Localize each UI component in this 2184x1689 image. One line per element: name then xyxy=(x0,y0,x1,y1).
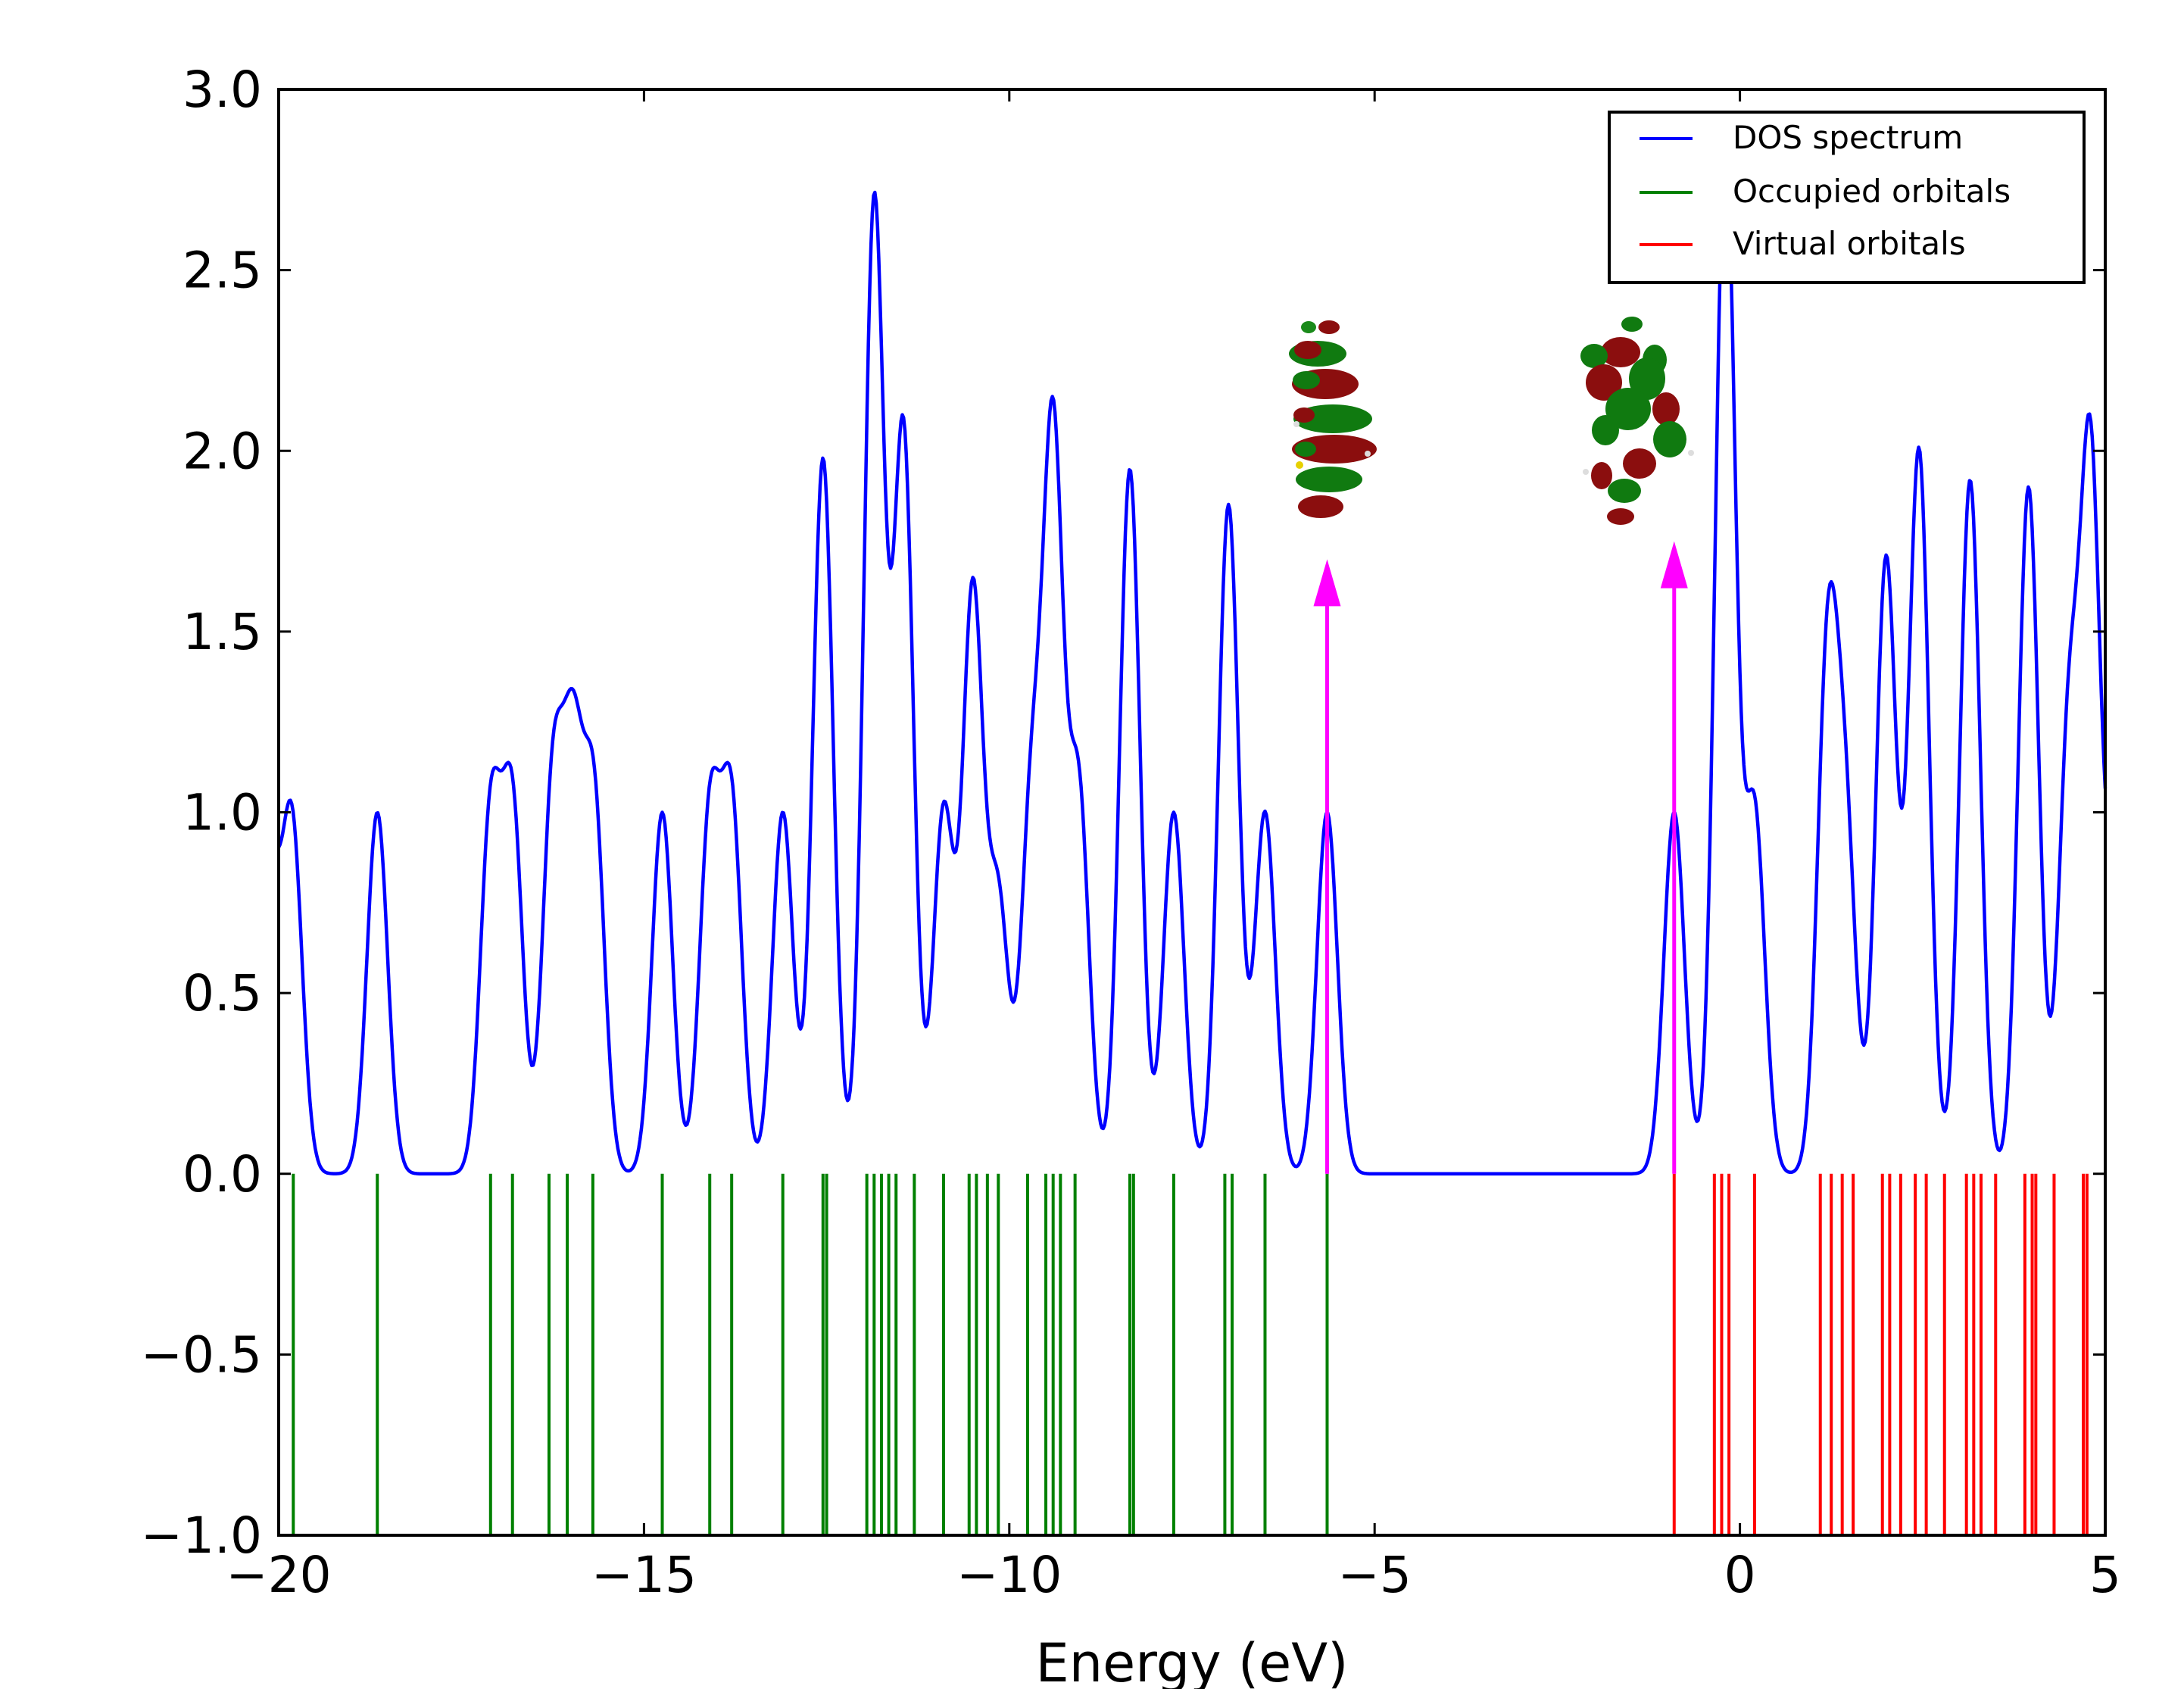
axes-layer: −20 −15 −10 −5 0 5 −1.0 −0.5 0.0 0.5 1.0 1.5 2.0 2.5 3… xyxy=(141,61,2121,1604)
y-tick-label: 2.0 xyxy=(183,422,262,480)
legend-label-dos: DOS spectrum xyxy=(1733,119,1963,156)
legend-label-virtual: Virtual orbitals xyxy=(1733,225,1966,262)
dos-layer xyxy=(276,136,2108,1176)
y-tick-label: −1.0 xyxy=(141,1506,262,1565)
arrow-layer xyxy=(1313,541,1688,1174)
legend: DOS spectrum Occupied orbitals Virtual o… xyxy=(1608,111,2086,284)
legend-box xyxy=(1608,111,2086,284)
x-tick-label: −20 xyxy=(226,1546,331,1604)
y-tick-label: 1.5 xyxy=(183,603,262,661)
y-tick-label: −0.5 xyxy=(141,1325,262,1384)
x-tick-label: −5 xyxy=(1338,1546,1412,1604)
x-tick-label: −15 xyxy=(591,1546,697,1604)
y-tick-label: 1.0 xyxy=(183,784,262,842)
x-tick-label: −10 xyxy=(956,1546,1062,1604)
lumo-arrow-head xyxy=(1660,541,1688,588)
dos-spectrum-line xyxy=(276,136,2108,1176)
lumo-orbital-image xyxy=(1580,317,1694,525)
y-tick-label: 0.5 xyxy=(183,964,262,1022)
y-tick-label: 0.0 xyxy=(183,1145,262,1204)
y-tick-label: 3.0 xyxy=(183,61,262,119)
legend-label-occupied: Occupied orbitals xyxy=(1733,173,2011,210)
homo-arrow-head xyxy=(1313,559,1341,607)
homo-orbital-image xyxy=(1289,320,1377,518)
y-tick-label: 2.5 xyxy=(183,242,262,300)
orbital-spikes xyxy=(292,1173,2089,1535)
x-tick-label: 0 xyxy=(1724,1546,1756,1604)
x-axis-label: Energy (eV) xyxy=(1036,1632,1349,1689)
x-tick-label: 5 xyxy=(2089,1546,2121,1604)
